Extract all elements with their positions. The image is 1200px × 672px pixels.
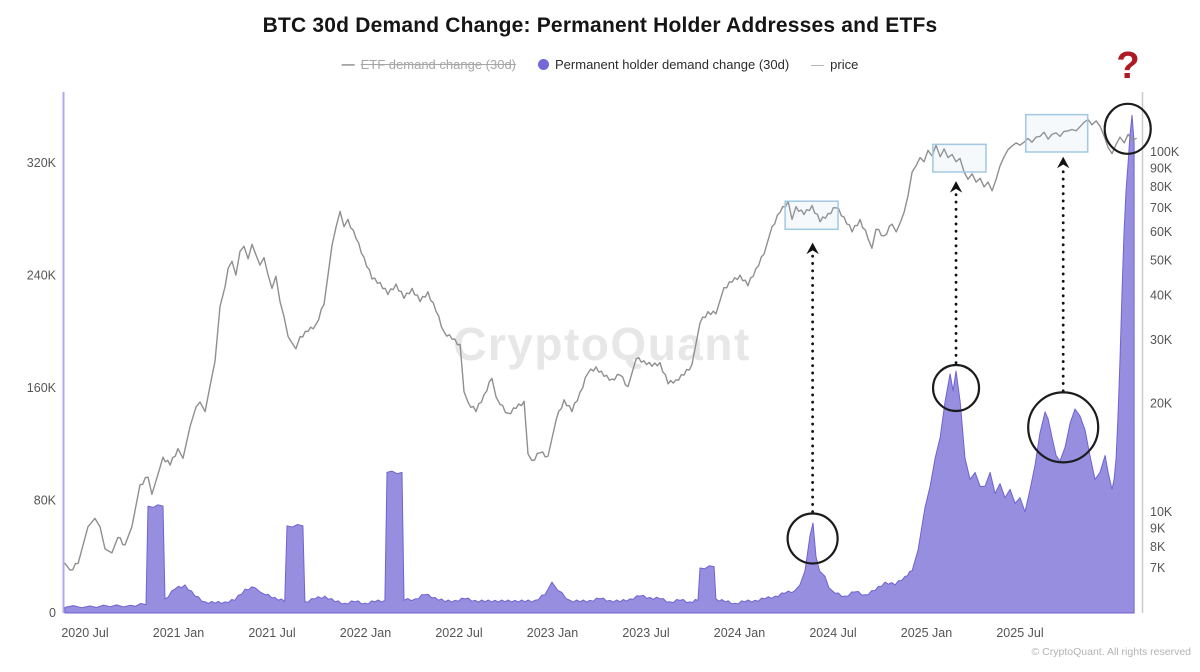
watermark: CryptoQuant	[453, 318, 751, 370]
right-axis-tick-label: 9K	[1150, 521, 1166, 535]
left-axis-tick-label: 80K	[34, 494, 57, 508]
copyright-notice: © CryptoQuant. All rights reserved	[1031, 646, 1191, 658]
legend: — ETF demand change (30d) Permanent holde…	[0, 57, 1200, 72]
legend-label: price	[830, 57, 859, 72]
right-axis-tick-label: 90K	[1150, 161, 1173, 175]
dot-swatch-icon	[538, 59, 550, 70]
price-peak-circle-annotation	[1103, 102, 1152, 155]
right-axis-tick-label: 7K	[1150, 561, 1166, 575]
left-axis-tick-label: 0	[49, 606, 56, 620]
x-axis-tick-label: 2025 Jan	[901, 626, 952, 640]
x-axis-tick-label: 2024 Jan	[714, 626, 765, 640]
x-axis-tick-label: 2022 Jul	[435, 626, 482, 640]
demand-spike-circle-annotation	[786, 512, 839, 565]
right-axis-tick-label: 40K	[1150, 288, 1173, 302]
chart-title: BTC 30d Demand Change: Permanent Holder …	[262, 14, 938, 37]
arrowhead-icon	[806, 242, 819, 255]
question-mark-annotation: ?	[1116, 45, 1140, 87]
right-axis-tick-label: 30K	[1150, 333, 1173, 347]
price-range-box-annotation	[1025, 113, 1089, 153]
price-range-box-annotation	[784, 200, 839, 231]
line-swatch-icon: —	[341, 57, 355, 72]
left-axis-tick-label: 240K	[27, 269, 57, 283]
left-axis-tick-label: 320K	[27, 156, 57, 170]
line-swatch-icon: —	[811, 57, 825, 72]
x-axis-tick-label: 2023 Jul	[622, 626, 669, 640]
legend-item-price[interactable]: — price	[811, 57, 858, 72]
x-axis-tick-label: 2020 Jul	[61, 626, 108, 640]
right-axis-tick-label: 60K	[1150, 225, 1173, 239]
demand-spike-circle-annotation	[1027, 391, 1100, 464]
right-axis-tick-label: 70K	[1150, 201, 1173, 215]
x-axis-tick-label: 2021 Jan	[153, 626, 204, 640]
right-axis-tick-label: 8K	[1150, 540, 1166, 554]
permanent-holder-demand-area	[64, 114, 1135, 614]
legend-label: ETF demand change (30d)	[360, 57, 517, 72]
right-axis-tick-label: 20K	[1150, 397, 1173, 411]
price-line	[64, 118, 1137, 571]
legend-item-permanent-holder[interactable]: Permanent holder demand change (30d)	[538, 57, 789, 72]
legend-label: Permanent holder demand change (30d)	[555, 57, 790, 72]
legend-item-etf-demand[interactable]: — ETF demand change (30d)	[342, 57, 516, 72]
arrowhead-icon	[1056, 156, 1070, 169]
x-axis-tick-label: 2021 Jul	[248, 626, 295, 640]
x-axis-tick-label: 2022 Jan	[340, 626, 391, 640]
price-range-box-annotation	[932, 143, 987, 173]
x-axis-tick-label: 2024 Jul	[809, 626, 856, 640]
demand-spike-circle-annotation	[931, 363, 981, 413]
right-axis-tick-label: 10K	[1150, 505, 1173, 519]
arrowhead-icon	[949, 181, 963, 193]
right-axis-tick-label: 50K	[1150, 253, 1173, 267]
x-axis-tick-label: 2025 Jul	[996, 626, 1043, 640]
right-axis-tick-label: 80K	[1150, 180, 1173, 194]
left-axis-tick-label: 160K	[27, 381, 57, 395]
right-axis-tick-label: 100K	[1150, 145, 1180, 159]
x-axis-tick-label: 2023 Jan	[527, 626, 578, 640]
